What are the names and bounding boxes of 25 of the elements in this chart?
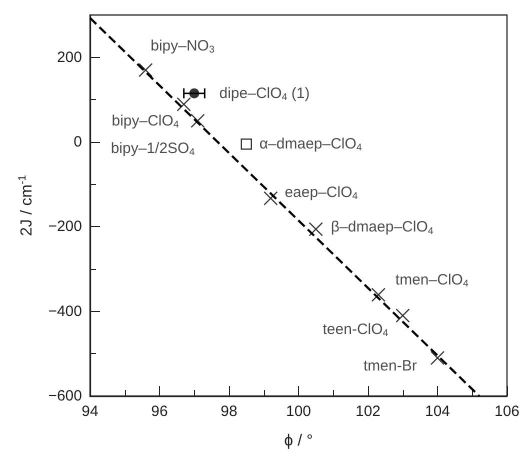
x-tick-label: 100	[286, 403, 312, 420]
x-axis-title: ϕ / °	[284, 432, 313, 450]
x-tick-label: 96	[151, 403, 168, 420]
point	[264, 191, 278, 206]
y-tick-label: 0	[74, 134, 82, 150]
point	[176, 97, 191, 112]
point	[138, 62, 153, 78]
point	[371, 288, 386, 302]
y-tick-label: −600	[48, 388, 82, 404]
y-tick-label: −400	[48, 302, 82, 320]
y-tick-label: 200	[56, 48, 82, 66]
point	[190, 114, 205, 128]
x-tick-label: 106	[494, 403, 520, 420]
x-tick-label: 94	[82, 403, 98, 420]
point	[396, 308, 410, 323]
annotation: tmen-Br	[364, 357, 417, 374]
point	[189, 88, 200, 98]
point	[430, 350, 445, 365]
point	[240, 138, 252, 150]
y-tick-label: −200	[48, 218, 82, 236]
x-tick-label: 98	[220, 403, 238, 420]
x-tick-label: 104	[424, 403, 450, 420]
x-tick-label: 102	[355, 403, 381, 420]
y-axis-title: 2J / cm-1	[16, 174, 36, 236]
point	[308, 222, 323, 236]
